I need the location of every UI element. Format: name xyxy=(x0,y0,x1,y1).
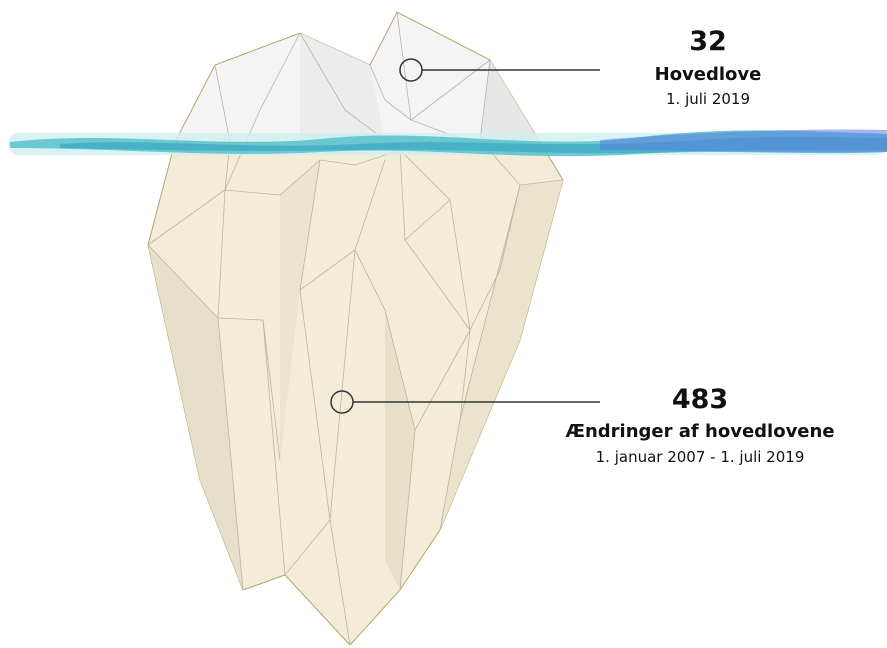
water-wave xyxy=(600,129,887,152)
page: 32 Hovedlove 1. juli 2019 483 Ændringer … xyxy=(0,0,887,648)
water xyxy=(8,129,887,156)
iceberg-top-shade xyxy=(480,60,540,142)
callout-date: 1. juli 2019 xyxy=(666,90,750,108)
iceberg-top-shade xyxy=(300,33,385,142)
callout-number: 32 xyxy=(689,26,727,57)
callout-number: 483 xyxy=(672,384,728,415)
callout-label: Ændringer af hovedlovene xyxy=(565,421,834,442)
callout-label: Hovedlove xyxy=(655,64,762,85)
callout-date: 1. januar 2007 - 1. juli 2019 xyxy=(596,448,805,466)
iceberg-infographic: 32 Hovedlove 1. juli 2019 483 Ændringer … xyxy=(0,0,887,648)
iceberg xyxy=(148,12,563,645)
